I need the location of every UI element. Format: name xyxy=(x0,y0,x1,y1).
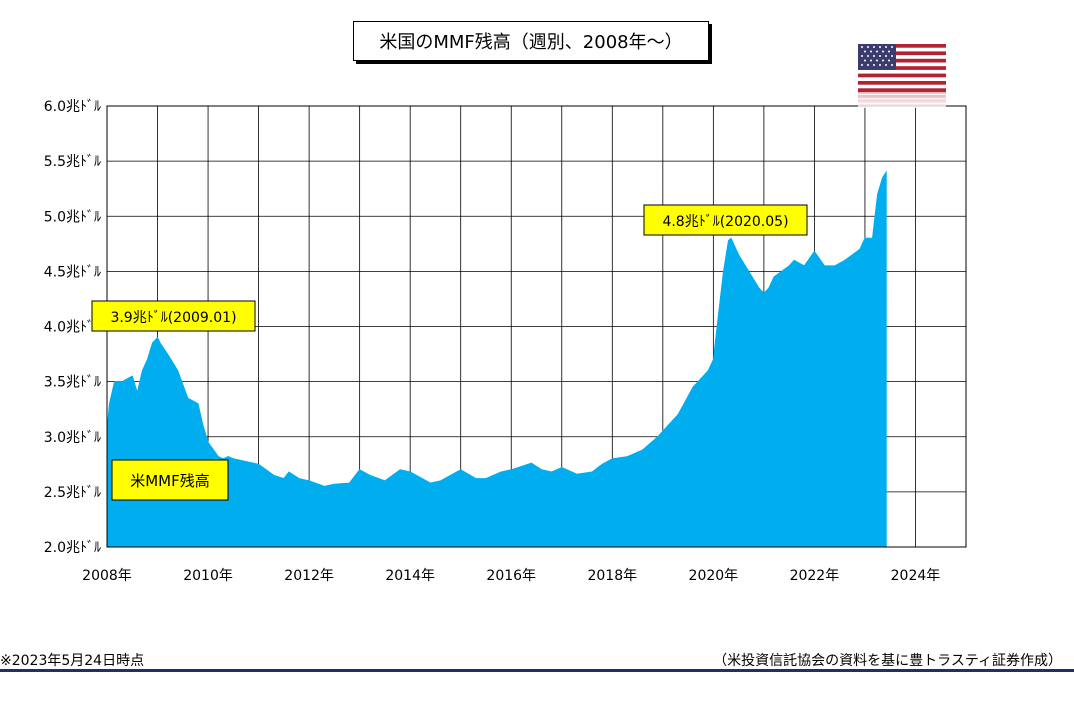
y-tick-label: 2.0兆ﾄﾞﾙ xyxy=(44,540,101,556)
y-tick-label: 4.0兆ﾄﾞﾙ xyxy=(44,320,101,336)
annotation-box xyxy=(643,204,808,236)
annotation-label: 3.9兆ﾄﾞﾙ(2009.01) xyxy=(110,310,236,326)
mmf-chart: 2.0兆ﾄﾞﾙ 2.5兆ﾄﾞﾙ 3.0兆ﾄﾞﾙ 3.5兆ﾄﾞﾙ 4.0兆ﾄﾞﾙ 4.5兆ﾄ… xyxy=(44,99,967,584)
x-tick-label: 2008年 xyxy=(82,568,132,584)
x-tick-label: 2014年 xyxy=(385,568,435,584)
annotation-label: 4.8兆ﾄﾞﾙ(2020.05) xyxy=(662,214,788,230)
mmf-area-series xyxy=(106,170,887,548)
us-flag-icon xyxy=(858,44,946,108)
x-tick-label: 2016年 xyxy=(486,568,536,584)
legend-label: 米MMF残高 xyxy=(130,472,210,490)
legend-box xyxy=(111,459,229,501)
footnote: ※2023年5月24日時点 xyxy=(0,653,145,669)
source-note: （米投資信託協会の資料を基に豊トラスティ証券作成） xyxy=(713,653,1062,669)
y-tick-label: 4.5兆ﾄﾞﾙ xyxy=(44,264,101,280)
annotation-box xyxy=(91,300,256,332)
y-tick-label: 5.5兆ﾄﾞﾙ xyxy=(44,154,101,170)
x-tick-label: 2020年 xyxy=(689,568,739,584)
x-tick-label: 2012年 xyxy=(284,568,334,584)
y-tick-label: 3.5兆ﾄﾞﾙ xyxy=(44,375,101,391)
x-tick-label: 2018年 xyxy=(587,568,637,584)
y-tick-label: 3.0兆ﾄﾞﾙ xyxy=(44,430,101,446)
y-tick-label: 2.5兆ﾄﾞﾙ xyxy=(44,485,101,501)
chart-title: 米国のMMF残高（週別、2008年～） xyxy=(353,21,709,61)
y-tick-label: 5.0兆ﾄﾞﾙ xyxy=(44,209,101,225)
bottom-rule xyxy=(0,669,1074,672)
x-tick-label: 2024年 xyxy=(891,568,941,584)
x-tick-label: 2010年 xyxy=(183,568,233,584)
x-tick-label: 2022年 xyxy=(790,568,840,584)
y-tick-label: 6.0兆ﾄﾞﾙ xyxy=(44,99,101,115)
